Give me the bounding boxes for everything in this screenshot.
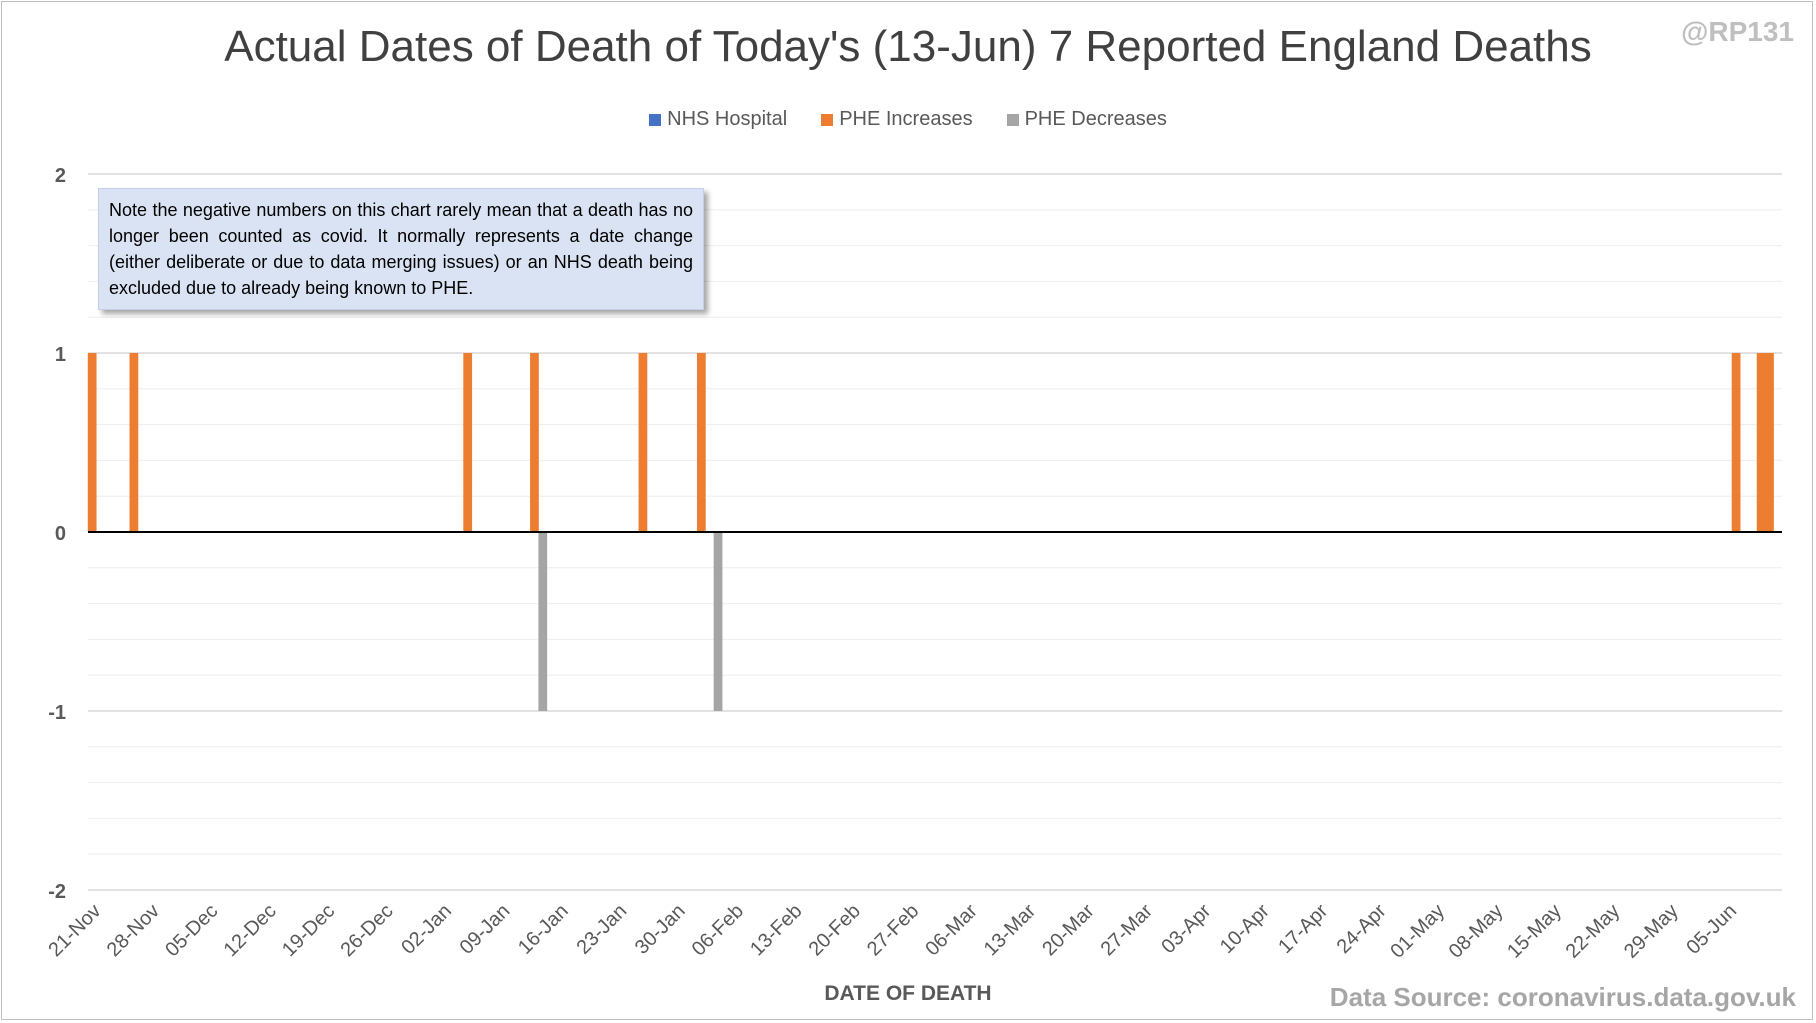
data-source: Data Source: coronavirus.data.gov.uk bbox=[1329, 982, 1796, 1012]
y-tick-label: -2 bbox=[48, 881, 66, 903]
legend-item-nhs-hospital: NHS Hospital bbox=[649, 108, 787, 131]
x-tick-label: 22-May bbox=[1562, 900, 1625, 963]
x-tick-label: 28-Nov bbox=[103, 900, 164, 961]
x-tick-label: 05-Jun bbox=[1682, 900, 1741, 959]
legend-swatch-nhs-hospital bbox=[649, 113, 662, 126]
x-tick-label: 10-Apr bbox=[1216, 900, 1274, 958]
legend-label-phe-decreases: PHE Decreases bbox=[1024, 108, 1167, 130]
y-tick-label: 1 bbox=[55, 344, 66, 366]
y-tick-label: -1 bbox=[48, 702, 66, 724]
bar-phe-increases bbox=[1765, 353, 1774, 532]
x-tick-label: 13-Feb bbox=[746, 900, 806, 960]
x-tick-label: 27-Feb bbox=[863, 900, 923, 960]
legend-label-nhs-hospital: NHS Hospital bbox=[667, 108, 788, 130]
x-tick-label: 06-Feb bbox=[688, 900, 748, 960]
legend-label-phe-increases: PHE Increases bbox=[839, 108, 973, 130]
bar-phe-decreases bbox=[538, 532, 548, 711]
x-tick-label: 13-Mar bbox=[980, 900, 1041, 961]
y-tick-label: 2 bbox=[55, 165, 66, 187]
bar-phe-increases bbox=[530, 353, 539, 532]
x-tick-label: 20-Feb bbox=[805, 900, 865, 960]
bar-phe-increases bbox=[1756, 353, 1766, 532]
bar-phe-increases bbox=[129, 353, 139, 532]
bar-phe-increases bbox=[638, 353, 648, 532]
x-tick-label: 08-May bbox=[1445, 900, 1508, 963]
x-tick-label: 05-Dec bbox=[161, 900, 222, 961]
chart-title: Actual Dates of Death of Today's (13-Jun… bbox=[224, 22, 1592, 71]
legend-item-phe-increases: PHE Increases bbox=[821, 108, 973, 131]
x-tick-label: 03-Apr bbox=[1157, 900, 1215, 958]
bar-phe-decreases bbox=[713, 532, 723, 711]
x-axis-title: DATE OF DEATH bbox=[824, 982, 992, 1005]
legend: NHS Hospital PHE Increases PHE Decreases bbox=[0, 108, 1816, 131]
bar-phe-increases bbox=[87, 353, 97, 532]
x-tick-label: 02-Jan bbox=[397, 900, 456, 959]
x-tick-label: 17-Apr bbox=[1274, 900, 1332, 958]
x-tick-label: 15-May bbox=[1503, 900, 1566, 963]
x-tick-label: 19-Dec bbox=[278, 900, 339, 961]
x-tick-label: 24-Apr bbox=[1333, 900, 1391, 958]
legend-item-phe-decreases: PHE Decreases bbox=[1006, 108, 1167, 131]
author-handle: @RP131 bbox=[1681, 16, 1794, 47]
bar-phe-increases bbox=[463, 353, 473, 532]
note-box: Note the negative numbers on this chart … bbox=[98, 188, 704, 310]
x-tick-label: 12-Dec bbox=[220, 900, 281, 961]
bar-phe-increases bbox=[696, 353, 706, 532]
x-tick-label: 20-Mar bbox=[1038, 900, 1099, 961]
x-tick-label: 26-Dec bbox=[336, 900, 397, 961]
x-tick-label: 16-Jan bbox=[514, 900, 573, 959]
y-tick-label: 0 bbox=[55, 523, 66, 545]
x-tick-label: 06-Mar bbox=[921, 900, 982, 961]
x-tick-label: 21-Nov bbox=[44, 900, 105, 961]
x-tick-label: 29-May bbox=[1620, 900, 1683, 963]
x-tick-label: 01-May bbox=[1386, 900, 1449, 963]
x-tick-label: 27-Mar bbox=[1097, 900, 1158, 961]
x-tick-label: 30-Jan bbox=[631, 900, 690, 959]
legend-swatch-phe-decreases bbox=[1006, 113, 1019, 126]
x-tick-label: 09-Jan bbox=[456, 900, 515, 959]
bar-phe-increases bbox=[1731, 353, 1741, 532]
x-tick-label: 23-Jan bbox=[572, 900, 631, 959]
legend-swatch-phe-increases bbox=[821, 113, 834, 126]
